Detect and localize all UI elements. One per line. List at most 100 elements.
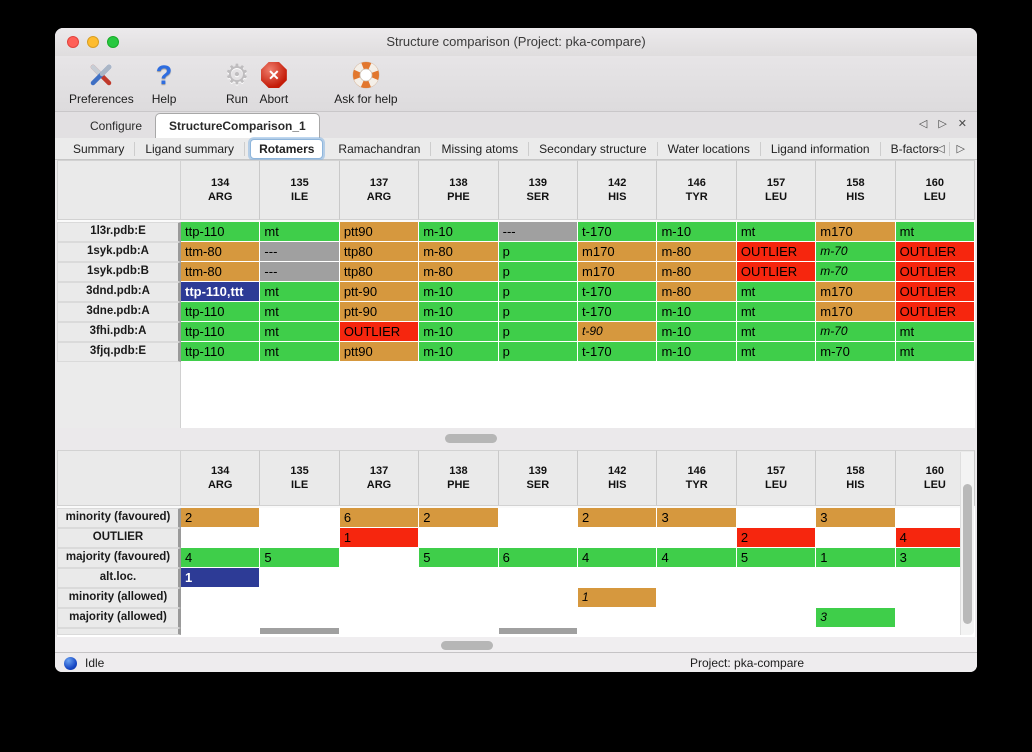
- rotamer-cell[interactable]: p: [498, 262, 579, 282]
- count-cell[interactable]: [895, 568, 975, 588]
- vertical-scrollbar-thumb[interactable]: [963, 484, 972, 624]
- subtab-ligand-information[interactable]: Ligand information: [761, 141, 881, 156]
- count-cell[interactable]: [895, 628, 975, 635]
- rotamer-cell[interactable]: mt: [895, 342, 975, 362]
- count-cell[interactable]: [736, 568, 817, 588]
- subtab-secondary-structure[interactable]: Secondary structure: [529, 141, 658, 156]
- count-cell[interactable]: 2: [181, 508, 261, 528]
- structure-row-label[interactable]: 3fhi.pdb:A: [57, 322, 181, 342]
- vertical-scrollbar[interactable]: [960, 452, 974, 635]
- count-cell[interactable]: [498, 588, 579, 608]
- count-cell[interactable]: 1: [816, 548, 896, 568]
- toolbar-run-button[interactable]: ⚙ Run: [224, 59, 249, 107]
- horizontal-scrollbar-thumb-top[interactable]: [445, 434, 497, 443]
- column-header-146[interactable]: 146 TYR: [657, 450, 737, 506]
- rotamer-cell[interactable]: m-70: [816, 262, 896, 282]
- count-cell[interactable]: 2: [578, 508, 658, 528]
- column-header-142[interactable]: 142 HIS: [578, 450, 658, 506]
- count-cell[interactable]: [339, 628, 420, 635]
- count-cell[interactable]: [260, 528, 340, 548]
- count-cell[interactable]: [736, 628, 817, 635]
- count-cell[interactable]: [260, 628, 340, 635]
- horizontal-scrollbar-bottom[interactable]: [55, 637, 977, 652]
- rotamer-cell[interactable]: p: [498, 342, 579, 362]
- column-header-134[interactable]: 134 ARG: [181, 160, 261, 220]
- rotamer-cell[interactable]: mt: [736, 282, 817, 302]
- count-cell[interactable]: 4: [578, 548, 658, 568]
- rotamer-cell[interactable]: m170: [816, 282, 896, 302]
- count-cell[interactable]: [498, 508, 579, 528]
- toolbar-abort-button[interactable]: ✕ Abort: [260, 59, 288, 106]
- count-cell[interactable]: [419, 528, 499, 548]
- count-cell[interactable]: [339, 568, 420, 588]
- count-cell[interactable]: [260, 608, 340, 628]
- count-cell[interactable]: [260, 508, 340, 528]
- rotamer-cell[interactable]: mt: [736, 322, 817, 342]
- rotamer-cell[interactable]: m-10: [657, 302, 737, 322]
- rotamer-cell[interactable]: mt: [260, 282, 340, 302]
- column-header-135[interactable]: 135 ILE: [260, 160, 340, 220]
- count-cell[interactable]: [657, 628, 737, 635]
- rotamer-cell[interactable]: OUTLIER: [895, 302, 975, 322]
- count-cell[interactable]: [419, 568, 499, 588]
- count-cell[interactable]: [260, 588, 340, 608]
- rotamer-cell[interactable]: m-70: [816, 342, 896, 362]
- toolbar-ask-for-help-button[interactable]: Ask for help: [334, 59, 398, 106]
- count-cell[interactable]: [816, 588, 896, 608]
- count-cell[interactable]: [339, 608, 420, 628]
- count-cell[interactable]: [657, 588, 737, 608]
- rotamer-cell[interactable]: ttp-110,ttt: [181, 282, 261, 302]
- category-row-label[interactable]: majority (allowed): [57, 608, 181, 628]
- count-cell[interactable]: 5: [260, 548, 340, 568]
- column-header-160[interactable]: 160 LEU: [895, 160, 975, 220]
- minimize-button[interactable]: [87, 36, 99, 48]
- rotamer-cell[interactable]: ttp-110: [181, 302, 261, 322]
- rotamer-cell[interactable]: m-10: [419, 282, 499, 302]
- toolbar-help-button[interactable]: ? Help: [152, 59, 177, 106]
- category-row-label[interactable]: minority (favoured): [57, 508, 181, 528]
- count-cell[interactable]: [498, 568, 579, 588]
- count-cell[interactable]: [498, 628, 579, 635]
- rotamer-cell[interactable]: OUTLIER: [339, 322, 420, 342]
- count-cell[interactable]: 4: [895, 528, 975, 548]
- subtab-missing-atoms[interactable]: Missing atoms: [431, 141, 530, 156]
- rotamer-cell[interactable]: m-80: [657, 242, 737, 262]
- rotamer-cell[interactable]: m-10: [419, 302, 499, 322]
- subtab-ligand-summary[interactable]: Ligand summary: [135, 141, 246, 156]
- count-cell[interactable]: [181, 528, 261, 548]
- rotamer-cell[interactable]: ptt90: [339, 342, 420, 362]
- close-button[interactable]: [67, 36, 79, 48]
- rotamer-cell[interactable]: ---: [260, 262, 340, 282]
- subtab-summary[interactable]: Summary: [63, 141, 136, 156]
- rotamer-cell[interactable]: OUTLIER: [895, 282, 975, 302]
- rotamer-cell[interactable]: m170: [578, 242, 658, 262]
- rotamer-cell[interactable]: mt: [260, 342, 340, 362]
- rotamer-cell[interactable]: OUTLIER: [895, 242, 975, 262]
- rotamer-cell[interactable]: m-70: [816, 242, 896, 262]
- rotamer-cell[interactable]: ---: [260, 242, 340, 262]
- structure-row-label[interactable]: 1syk.pdb:B: [57, 262, 181, 282]
- structure-row-label[interactable]: 1l3r.pdb:E: [57, 222, 181, 242]
- zoom-button[interactable]: [107, 36, 119, 48]
- rotamer-cell[interactable]: mt: [260, 322, 340, 342]
- subtab-ramachandran[interactable]: Ramachandran: [328, 141, 432, 156]
- count-cell[interactable]: [578, 608, 658, 628]
- count-cell[interactable]: [736, 608, 817, 628]
- count-cell[interactable]: [578, 628, 658, 635]
- rotamer-cell[interactable]: m170: [816, 222, 896, 242]
- rotamer-cell[interactable]: t-170: [578, 222, 658, 242]
- count-cell[interactable]: [419, 628, 499, 635]
- count-cell[interactable]: 3: [816, 508, 896, 528]
- rotamer-cell[interactable]: p: [498, 242, 579, 262]
- rotamer-cell[interactable]: p: [498, 302, 579, 322]
- rotamer-cell[interactable]: p: [498, 282, 579, 302]
- rotamer-cell[interactable]: m-10: [419, 342, 499, 362]
- count-cell[interactable]: [657, 528, 737, 548]
- tab-configure[interactable]: Configure: [90, 119, 143, 133]
- column-header-137[interactable]: 137 ARG: [339, 450, 420, 506]
- rotamer-cell[interactable]: ttp-110: [181, 342, 261, 362]
- count-cell[interactable]: [260, 568, 340, 588]
- rotamer-cell[interactable]: ptt-90: [339, 282, 420, 302]
- rotamer-cell[interactable]: m-80: [657, 282, 737, 302]
- count-cell[interactable]: [657, 568, 737, 588]
